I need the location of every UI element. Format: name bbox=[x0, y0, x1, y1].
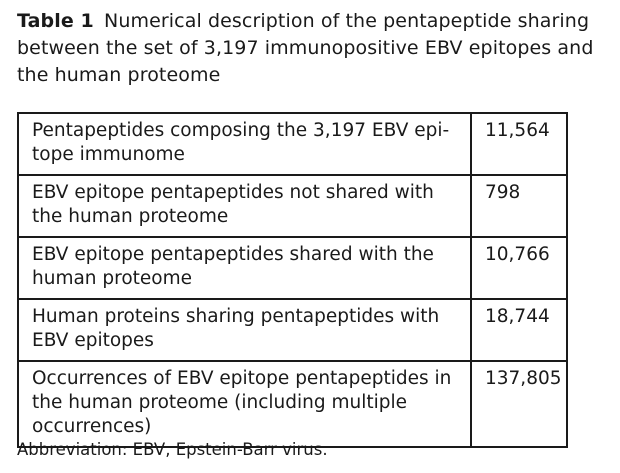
row-value: 137,805 bbox=[470, 360, 568, 448]
row-value: 18,744 bbox=[470, 298, 568, 362]
table-row: Occurrences of EBV epitope pentapeptides… bbox=[17, 360, 568, 448]
row-description: Human proteins sharing pentapeptides wit… bbox=[17, 298, 472, 362]
table-caption: Table 1 Numerical description of the pen… bbox=[17, 8, 607, 89]
row-description: Occurrences of EBV epitope pentapeptides… bbox=[17, 360, 472, 448]
table-row: EBV epitope pentapeptides shared with th… bbox=[17, 236, 568, 300]
row-description: EBV epitope pentapeptides not shared wit… bbox=[17, 174, 472, 238]
data-table: Pentapeptides composing the 3,197 EBV ep… bbox=[17, 112, 568, 448]
table-label: Table 1 bbox=[17, 10, 94, 32]
row-value: 798 bbox=[470, 174, 568, 238]
row-description: Pentapeptides composing the 3,197 EBV ep… bbox=[17, 112, 472, 176]
table-footnote: Abbreviation: EBV, Epstein-Barr virus. bbox=[17, 440, 328, 459]
table-row: Pentapeptides composing the 3,197 EBV ep… bbox=[17, 112, 568, 176]
table-row: EBV epitope pentapeptides not shared wit… bbox=[17, 174, 568, 238]
table-caption-text: Numerical description of the pentapeptid… bbox=[17, 10, 594, 86]
row-value: 11,564 bbox=[470, 112, 568, 176]
table-row: Human proteins sharing pentapeptides wit… bbox=[17, 298, 568, 362]
row-value: 10,766 bbox=[470, 236, 568, 300]
row-description: EBV epitope pentapeptides shared with th… bbox=[17, 236, 472, 300]
